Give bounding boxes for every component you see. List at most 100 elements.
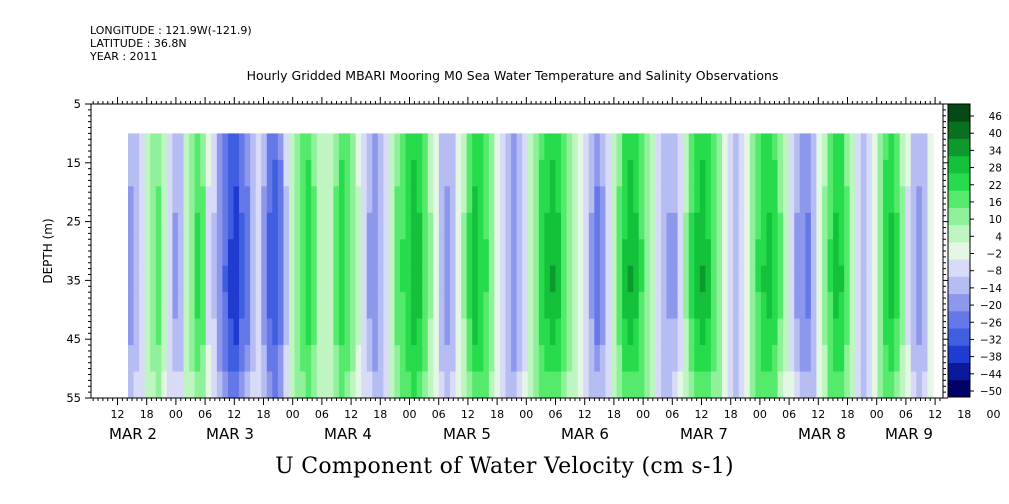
heatmap-cell xyxy=(416,133,423,161)
heatmap-cell xyxy=(816,159,823,187)
heatmap-cell xyxy=(388,186,396,214)
heatmap-cell xyxy=(910,345,917,373)
heatmap-cell xyxy=(155,345,162,373)
heatmap-cell xyxy=(394,265,401,293)
heatmap-cell xyxy=(200,239,207,267)
heatmap-cell xyxy=(450,239,457,267)
heatmap-cell xyxy=(128,186,135,214)
heatmap-cell xyxy=(705,159,712,187)
heatmap-cell xyxy=(400,292,407,320)
heatmap-cell xyxy=(627,318,634,346)
heatmap-cell xyxy=(866,133,873,161)
heatmap-cell xyxy=(666,186,673,214)
heatmap-cell xyxy=(705,212,712,240)
heatmap-cell xyxy=(244,345,251,373)
heatmap-cell xyxy=(594,239,601,267)
heatmap-cell xyxy=(194,159,201,187)
heatmap-cell xyxy=(794,318,801,346)
x-hour-label: 18 xyxy=(841,408,855,421)
heatmap-cell xyxy=(733,371,740,399)
colorbar-label: 22 xyxy=(989,180,1002,192)
heatmap-cell xyxy=(194,265,201,293)
heatmap-cell xyxy=(266,318,273,346)
x-hour-label: 06 xyxy=(782,408,796,421)
heatmap-cell xyxy=(383,265,390,293)
heatmap-cell xyxy=(494,292,501,320)
heatmap-cell xyxy=(533,133,540,161)
heatmap-cell xyxy=(883,265,890,293)
heatmap-cell xyxy=(461,239,468,267)
heatmap-cell xyxy=(172,318,179,346)
heatmap-cell xyxy=(294,133,301,161)
heatmap-cell xyxy=(405,186,412,214)
heatmap-cell xyxy=(871,133,879,161)
heatmap-cell xyxy=(227,265,235,293)
heatmap-cell xyxy=(666,318,673,346)
heatmap-cell xyxy=(544,186,551,214)
heatmap-cell xyxy=(338,186,346,214)
heatmap-cell xyxy=(688,133,695,161)
heatmap-cell xyxy=(300,159,307,187)
heatmap-cell xyxy=(277,292,285,320)
heatmap-cell xyxy=(372,345,379,373)
heatmap-cell xyxy=(200,318,207,346)
heatmap-cell xyxy=(794,212,801,240)
heatmap-cell xyxy=(233,345,240,373)
heatmap-cell xyxy=(394,239,401,267)
heatmap-cell xyxy=(827,345,834,373)
heatmap-cell xyxy=(483,133,490,161)
heatmap-cell xyxy=(466,186,473,214)
heatmap-cell xyxy=(400,239,407,267)
heatmap-cell xyxy=(738,265,745,293)
heatmap-cell xyxy=(250,292,257,320)
colorbar-swatch xyxy=(948,155,970,174)
heatmap-cell xyxy=(388,212,396,240)
heatmap-cell xyxy=(139,239,146,267)
heatmap-cell xyxy=(838,371,845,399)
heatmap-cell xyxy=(549,292,557,320)
heatmap-cell xyxy=(327,212,335,240)
heatmap-cell xyxy=(572,345,579,373)
heatmap-cell xyxy=(638,318,645,346)
heatmap-cell xyxy=(660,265,668,293)
heatmap-cell xyxy=(622,345,629,373)
heatmap-cell xyxy=(883,212,890,240)
heatmap-cell xyxy=(333,133,340,161)
heatmap-cell xyxy=(849,265,856,293)
heatmap-cell xyxy=(749,239,756,267)
heatmap-cell xyxy=(316,186,323,214)
heatmap-cell xyxy=(499,239,507,267)
heatmap-cell xyxy=(300,371,307,399)
heatmap-cell xyxy=(866,212,873,240)
heatmap-cell xyxy=(527,239,534,267)
heatmap-cell xyxy=(461,292,468,320)
heatmap-cell xyxy=(577,239,584,267)
x-hour-label: 18 xyxy=(373,408,387,421)
heatmap-cell xyxy=(821,371,829,399)
heatmap-cell xyxy=(438,239,446,267)
heatmap-cell xyxy=(477,292,484,320)
heatmap-cell xyxy=(272,159,279,187)
x-date-label: MAR 6 xyxy=(561,425,609,443)
heatmap-cell xyxy=(760,186,768,214)
heatmap-cell xyxy=(289,212,296,240)
heatmap-cell xyxy=(633,318,640,346)
heatmap-cell xyxy=(816,371,823,399)
heatmap-cell xyxy=(322,212,329,240)
heatmap-cell xyxy=(239,345,246,373)
heatmap-cell xyxy=(566,159,573,187)
heatmap-cell xyxy=(383,159,390,187)
heatmap-cell xyxy=(710,265,718,293)
heatmap-cell xyxy=(388,292,396,320)
heatmap-cell xyxy=(189,159,196,187)
heatmap-cell xyxy=(433,212,440,240)
heatmap-cell xyxy=(494,212,501,240)
heatmap-cell xyxy=(377,345,384,373)
heatmap-cell xyxy=(427,212,434,240)
heatmap-cell xyxy=(272,345,279,373)
heatmap-cell xyxy=(910,186,917,214)
heatmap-cell xyxy=(422,371,429,399)
heatmap-cell xyxy=(871,239,879,267)
colorbar-swatch xyxy=(948,259,970,277)
heatmap-cell xyxy=(394,371,401,399)
